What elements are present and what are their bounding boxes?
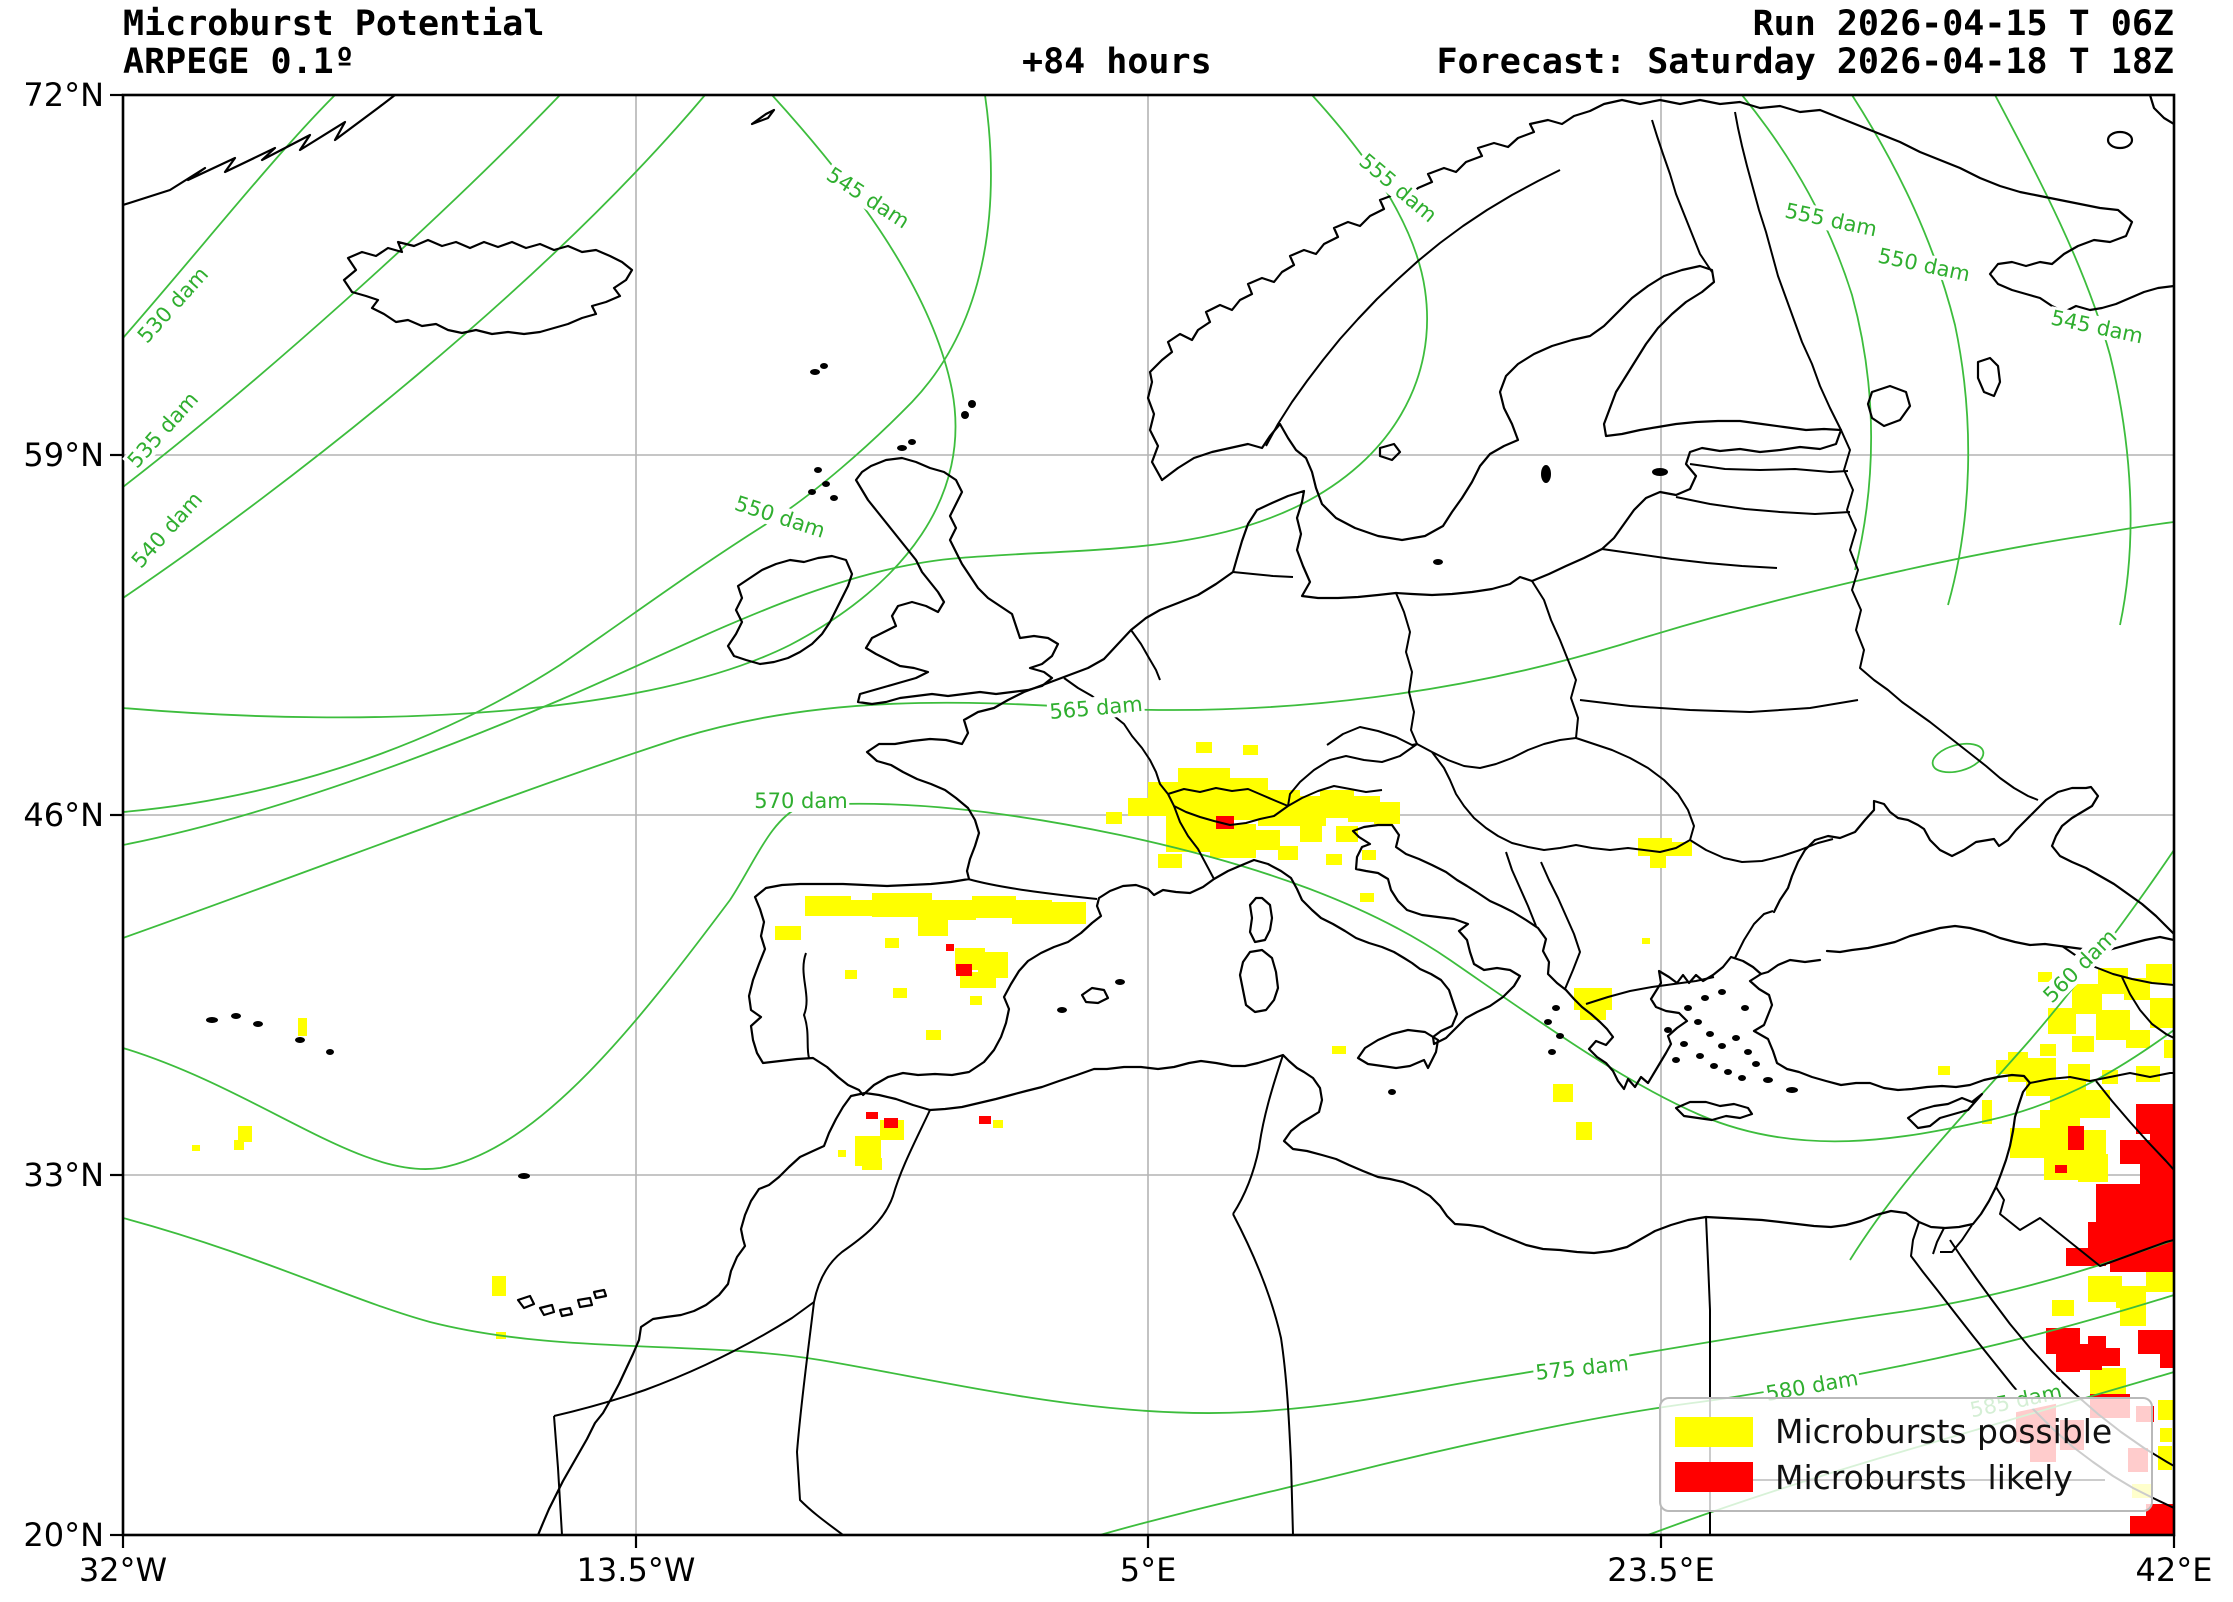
x-tick-label: 13.5°W	[576, 1551, 696, 1589]
contour-575	[123, 1217, 2174, 1414]
y-tick-label: 72°N	[23, 76, 104, 114]
x-tick-label: 23.5°E	[1607, 1551, 1715, 1589]
possible-swatch	[1675, 1416, 1753, 1447]
islands	[206, 363, 1984, 1318]
legend-item-possible: Microbursts possible	[1675, 1412, 2137, 1451]
legend-item-likely: Microbursts likely	[1675, 1458, 2137, 1497]
contour-550-ne	[1851, 95, 1970, 606]
map-legend: Microbursts possible Microbursts likely	[1659, 1397, 2153, 1512]
forecast-label: Forecast: Saturday 2026-04-18 T 18Z	[1436, 42, 2174, 82]
contour-570	[123, 802, 2174, 1170]
likely-swatch	[1675, 1462, 1753, 1493]
contour-545-w	[123, 95, 957, 719]
contour-555-w	[123, 95, 1428, 846]
hazard-likely-areas	[866, 816, 2174, 1535]
page-title: Microburst Potential	[123, 4, 545, 44]
model-label: ARPEGE 0.1º	[123, 42, 355, 82]
contour-560-e	[1849, 849, 2174, 1261]
height-contours	[123, 95, 2174, 1535]
axis-ticks	[110, 93, 2176, 1548]
likely-label: Microbursts likely	[1775, 1457, 2073, 1497]
contour-555-ne	[1741, 95, 1872, 571]
contour-545-ne	[1994, 95, 2132, 626]
possible-label: Microbursts possible	[1775, 1412, 2113, 1452]
contour-540	[123, 95, 706, 599]
country-borders	[553, 111, 2174, 1535]
y-tick-label: 20°N	[23, 1516, 104, 1554]
contour-565	[123, 521, 2174, 939]
hazard-possible-areas	[192, 742, 2174, 1498]
x-tick-label: 42°E	[2135, 1551, 2213, 1589]
contour-530	[123, 95, 336, 339]
coastlines	[123, 95, 2174, 1535]
run-label: Run 2026-04-15 T 06Z	[1752, 4, 2174, 44]
y-tick-label: 33°N	[23, 1156, 104, 1194]
contour-label: 570 dam	[752, 788, 850, 813]
contour-535	[123, 95, 561, 488]
x-tick-label: 32°W	[78, 1551, 168, 1589]
contour-550-w	[123, 95, 992, 813]
x-tick-label: 5°E	[1119, 1551, 1177, 1589]
y-tick-label: 46°N	[23, 796, 104, 834]
plot-frame	[121, 93, 2176, 1537]
lead-time-label: +84 hours	[1022, 42, 1212, 82]
contour-closed-cell	[1931, 742, 1985, 774]
y-tick-label: 59°N	[23, 436, 104, 474]
